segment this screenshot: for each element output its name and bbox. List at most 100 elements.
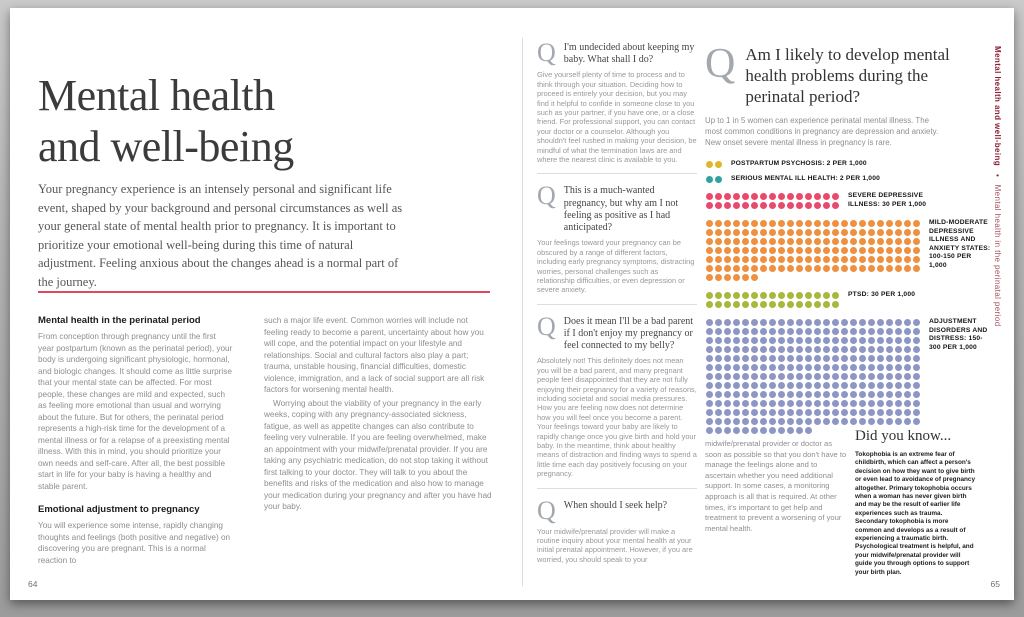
chart-dot [814,409,821,416]
chart-dot [823,391,830,398]
chart-dot [859,409,866,416]
chart-dot [850,418,857,425]
section-heading: Emotional adjustment to pregnancy [38,504,200,515]
chart-dot [913,247,920,254]
chart-dot [859,319,866,326]
chart-dot [751,364,758,371]
chart-dot [868,418,875,425]
chart-dot [895,382,902,389]
chart-dot [715,355,722,362]
chart-dot [715,400,722,407]
chart-dot [733,373,740,380]
chart-dot [715,292,722,299]
chart-dot [913,346,920,353]
chart-dot [796,337,803,344]
chart-dot [787,193,794,200]
chart-dot [859,364,866,371]
chart-dot [733,292,740,299]
chart-dot [850,346,857,353]
chart-dot [895,328,902,335]
chart-dot [832,319,839,326]
chart-dot [805,427,812,434]
chart-dot [706,400,713,407]
chart-dot [760,256,767,263]
chart-dot [823,193,830,200]
chart-dot [706,193,713,200]
chart-dot [877,337,884,344]
chart-dot [778,319,785,326]
chart-dot [886,346,893,353]
chart-dot [769,346,776,353]
chart-dot [805,328,812,335]
chart-dot [832,247,839,254]
body-paragraph: such a major life event. Common worries … [264,316,485,394]
chart-dot [850,382,857,389]
chart-dot [724,337,731,344]
chart-dot [886,382,893,389]
chart-dot [877,391,884,398]
chart-dot [805,265,812,272]
continuation-paragraph: midwife/prenatal provider or doctor as s… [705,439,847,533]
chart-dot [706,427,713,434]
chart-dot [868,247,875,254]
chart-dot [706,346,713,353]
qa-head: Q When should I seek help? [537,497,697,523]
accent-divider [38,291,490,293]
chart-dot [859,400,866,407]
chart-dot [760,382,767,389]
chart-dot [877,364,884,371]
chart-dot [787,220,794,227]
chart-dot [778,355,785,362]
chart-dot [769,256,776,263]
section-body: You will experience some intense, rapidl… [38,521,231,565]
chart-dot [769,382,776,389]
qa-answer: Your midwife/prenatal provider will make… [537,526,693,564]
chart-dot [769,391,776,398]
chart-dot [805,202,812,209]
chart-row: PTSD: 30 per 1,000 [705,291,1005,309]
chart-dot [841,319,848,326]
chart-dot [778,301,785,308]
page-number-right: 65 [990,579,1000,589]
chart-dot [832,364,839,371]
chart-dot [904,256,911,263]
chart-dot [706,391,713,398]
book-spread: Mental health and well-being Your pregna… [10,8,1014,600]
chart-dot [769,418,776,425]
did-you-know-box: Did you know... Tokophobia is an extreme… [855,428,976,577]
chart-dot [796,409,803,416]
chart-dot [832,391,839,398]
chart-dot [769,193,776,200]
chart-dot [832,256,839,263]
chart-dot [769,364,776,371]
chart-dot [886,418,893,425]
chart-dot [760,391,767,398]
chart-dot [787,427,794,434]
chart-dot [760,301,767,308]
chart-dot [706,328,713,335]
chart-dot [769,220,776,227]
chart-dot [769,292,776,299]
chart-dot [760,418,767,425]
chart-dot [886,238,893,245]
chart-dot [796,193,803,200]
sidebar-separator: • [993,173,1002,177]
chart-dot [823,247,830,254]
chart-dot [742,301,749,308]
chart-dot [733,382,740,389]
chart-dot [778,373,785,380]
chart-dot [742,229,749,236]
chart-dot [724,193,731,200]
chart-dot [868,220,875,227]
chart-dot [814,238,821,245]
chart-dot [769,202,776,209]
chart-dot [886,391,893,398]
chart-dot [769,247,776,254]
chart-dot [706,373,713,380]
chart-dot [769,400,776,407]
chart-dot [778,427,785,434]
chart-dot [895,256,902,263]
section-heading: Mental health in the perinatal period [38,315,201,326]
qa-head: Q This is a much-wanted pregnancy, but w… [537,183,697,234]
chart-dot [769,229,776,236]
